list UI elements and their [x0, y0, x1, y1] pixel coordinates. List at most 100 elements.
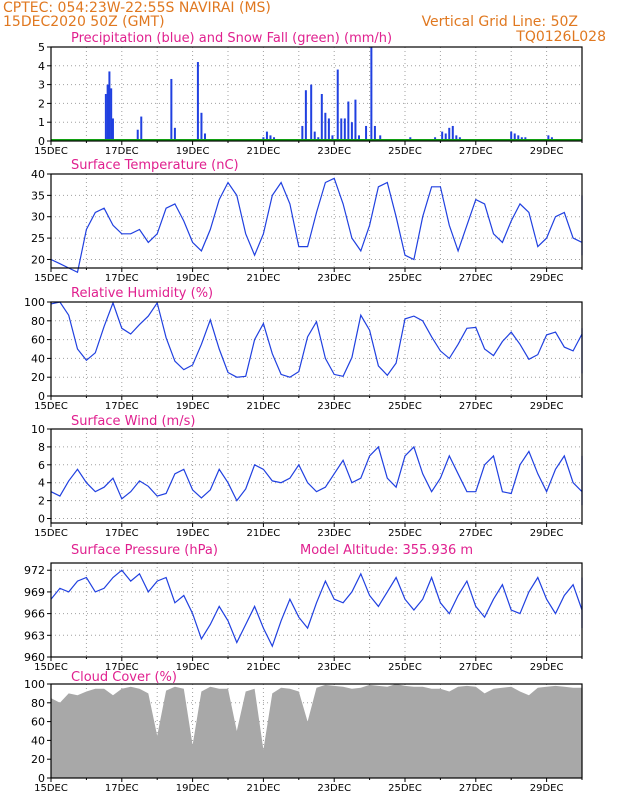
series-line	[50, 177, 583, 274]
panel-frame	[50, 683, 583, 779]
precip-bar	[455, 135, 458, 141]
precip-bar	[513, 133, 516, 141]
x-date-label: 25DEC	[388, 783, 422, 794]
y-tick-label: 35	[31, 189, 45, 202]
panel-5	[47, 562, 583, 661]
x-date-label: 17DEC	[105, 528, 139, 539]
panel-4	[47, 428, 583, 527]
x-date-label: 17DEC	[105, 783, 139, 794]
y-tick-label: 0	[38, 513, 45, 526]
x-date-label: 29DEC	[530, 401, 564, 412]
precip-bar	[336, 69, 339, 141]
precip-bar	[301, 125, 304, 141]
x-date-label: 23DEC	[317, 528, 351, 539]
precip-bar	[324, 112, 327, 141]
precip-bar	[173, 127, 176, 141]
panel-title: Cloud Cover (%)	[71, 670, 177, 685]
precip-bar	[327, 118, 330, 141]
run-date: 15DEC2020 50Z (GMT)	[3, 14, 165, 30]
y-tick-label: 2	[38, 97, 45, 110]
panel-title: Precipitation (blue) and Snow Fall (gree…	[71, 31, 392, 46]
precip-bar	[269, 135, 272, 141]
precip-bar	[106, 84, 109, 141]
y-tick-label: 60	[31, 716, 45, 729]
series-line	[50, 445, 583, 506]
y-tick-label: 963	[24, 629, 45, 642]
x-date-label: 23DEC	[317, 401, 351, 412]
precip-bar	[517, 135, 520, 141]
panel-2	[47, 173, 583, 274]
precip-bar	[343, 118, 346, 141]
precip-bar	[547, 135, 550, 141]
precip-bar	[313, 131, 316, 141]
x-date-label: 27DEC	[459, 783, 493, 794]
x-date-label: 29DEC	[530, 783, 564, 794]
station-info: CPTEC: 054:23W-22:55S NAVIRAI (MS)	[3, 0, 271, 16]
x-date-label: 17DEC	[105, 401, 139, 412]
precip-bar	[510, 131, 513, 141]
x-date-label: 15DEC	[34, 662, 68, 673]
panel-title: Relative Humidity (%)	[71, 286, 213, 301]
x-date-label: 29DEC	[530, 528, 564, 539]
y-tick-label: 20	[31, 371, 45, 384]
y-tick-label: 0	[38, 772, 45, 785]
x-date-label: 21DEC	[247, 273, 281, 284]
precip-bar	[370, 47, 373, 141]
x-date-label: 27DEC	[459, 273, 493, 284]
panel-frame	[50, 562, 583, 658]
y-tick-label: 4	[38, 477, 45, 490]
x-date-label: 25DEC	[388, 662, 422, 673]
x-date-label: 17DEC	[105, 146, 139, 157]
y-tick-label: 10	[31, 423, 45, 436]
x-date-label: 23DEC	[317, 146, 351, 157]
y-tick-label: 3	[38, 79, 45, 92]
x-date-label: 29DEC	[530, 662, 564, 673]
precip-bar	[451, 125, 454, 141]
x-date-label: 27DEC	[459, 401, 493, 412]
y-tick-label: 80	[31, 697, 45, 710]
precip-bar	[441, 131, 444, 141]
panel-6	[47, 683, 583, 782]
y-tick-label: 960	[24, 651, 45, 664]
x-date-label: 29DEC	[530, 273, 564, 284]
precip-bar	[379, 135, 382, 141]
panel-title: Surface Wind (m/s)	[71, 414, 195, 429]
x-date-label: 23DEC	[317, 273, 351, 284]
x-date-label: 25DEC	[388, 146, 422, 157]
precip-bar	[136, 129, 139, 141]
x-date-label: 15DEC	[34, 783, 68, 794]
y-tick-label: 2	[38, 495, 45, 508]
x-date-label: 21DEC	[247, 662, 281, 673]
precip-bar	[444, 133, 447, 141]
x-date-label: 15DEC	[34, 273, 68, 284]
grid-line-info: Vertical Grid Line: 50Z	[421, 14, 578, 30]
precip-bar	[140, 116, 143, 141]
panel-frame	[50, 301, 583, 397]
y-tick-label: 100	[24, 678, 45, 691]
panel-1	[47, 46, 583, 145]
x-date-label: 15DEC	[34, 146, 68, 157]
precip-bar	[365, 125, 368, 141]
cloud-cover-area	[51, 684, 582, 778]
precip-bar	[200, 112, 203, 141]
y-tick-label: 0	[38, 135, 45, 148]
x-date-label: 25DEC	[388, 401, 422, 412]
y-tick-label: 20	[31, 253, 45, 266]
y-tick-label: 5	[38, 41, 45, 54]
precip-bar	[448, 127, 451, 141]
x-date-label: 25DEC	[388, 273, 422, 284]
y-tick-label: 100	[24, 296, 45, 309]
y-tick-label: 40	[31, 734, 45, 747]
series-line	[50, 569, 583, 648]
precip-bar	[203, 133, 206, 141]
y-tick-label: 969	[24, 586, 45, 599]
x-date-label: 21DEC	[247, 401, 281, 412]
y-tick-label: 25	[31, 232, 45, 245]
x-date-label: 19DEC	[176, 662, 210, 673]
precip-bar	[196, 62, 199, 141]
panel-title: Surface Pressure (hPa)	[71, 543, 218, 558]
y-tick-label: 30	[31, 211, 45, 224]
precip-bar	[347, 101, 350, 141]
x-date-label: 27DEC	[459, 662, 493, 673]
